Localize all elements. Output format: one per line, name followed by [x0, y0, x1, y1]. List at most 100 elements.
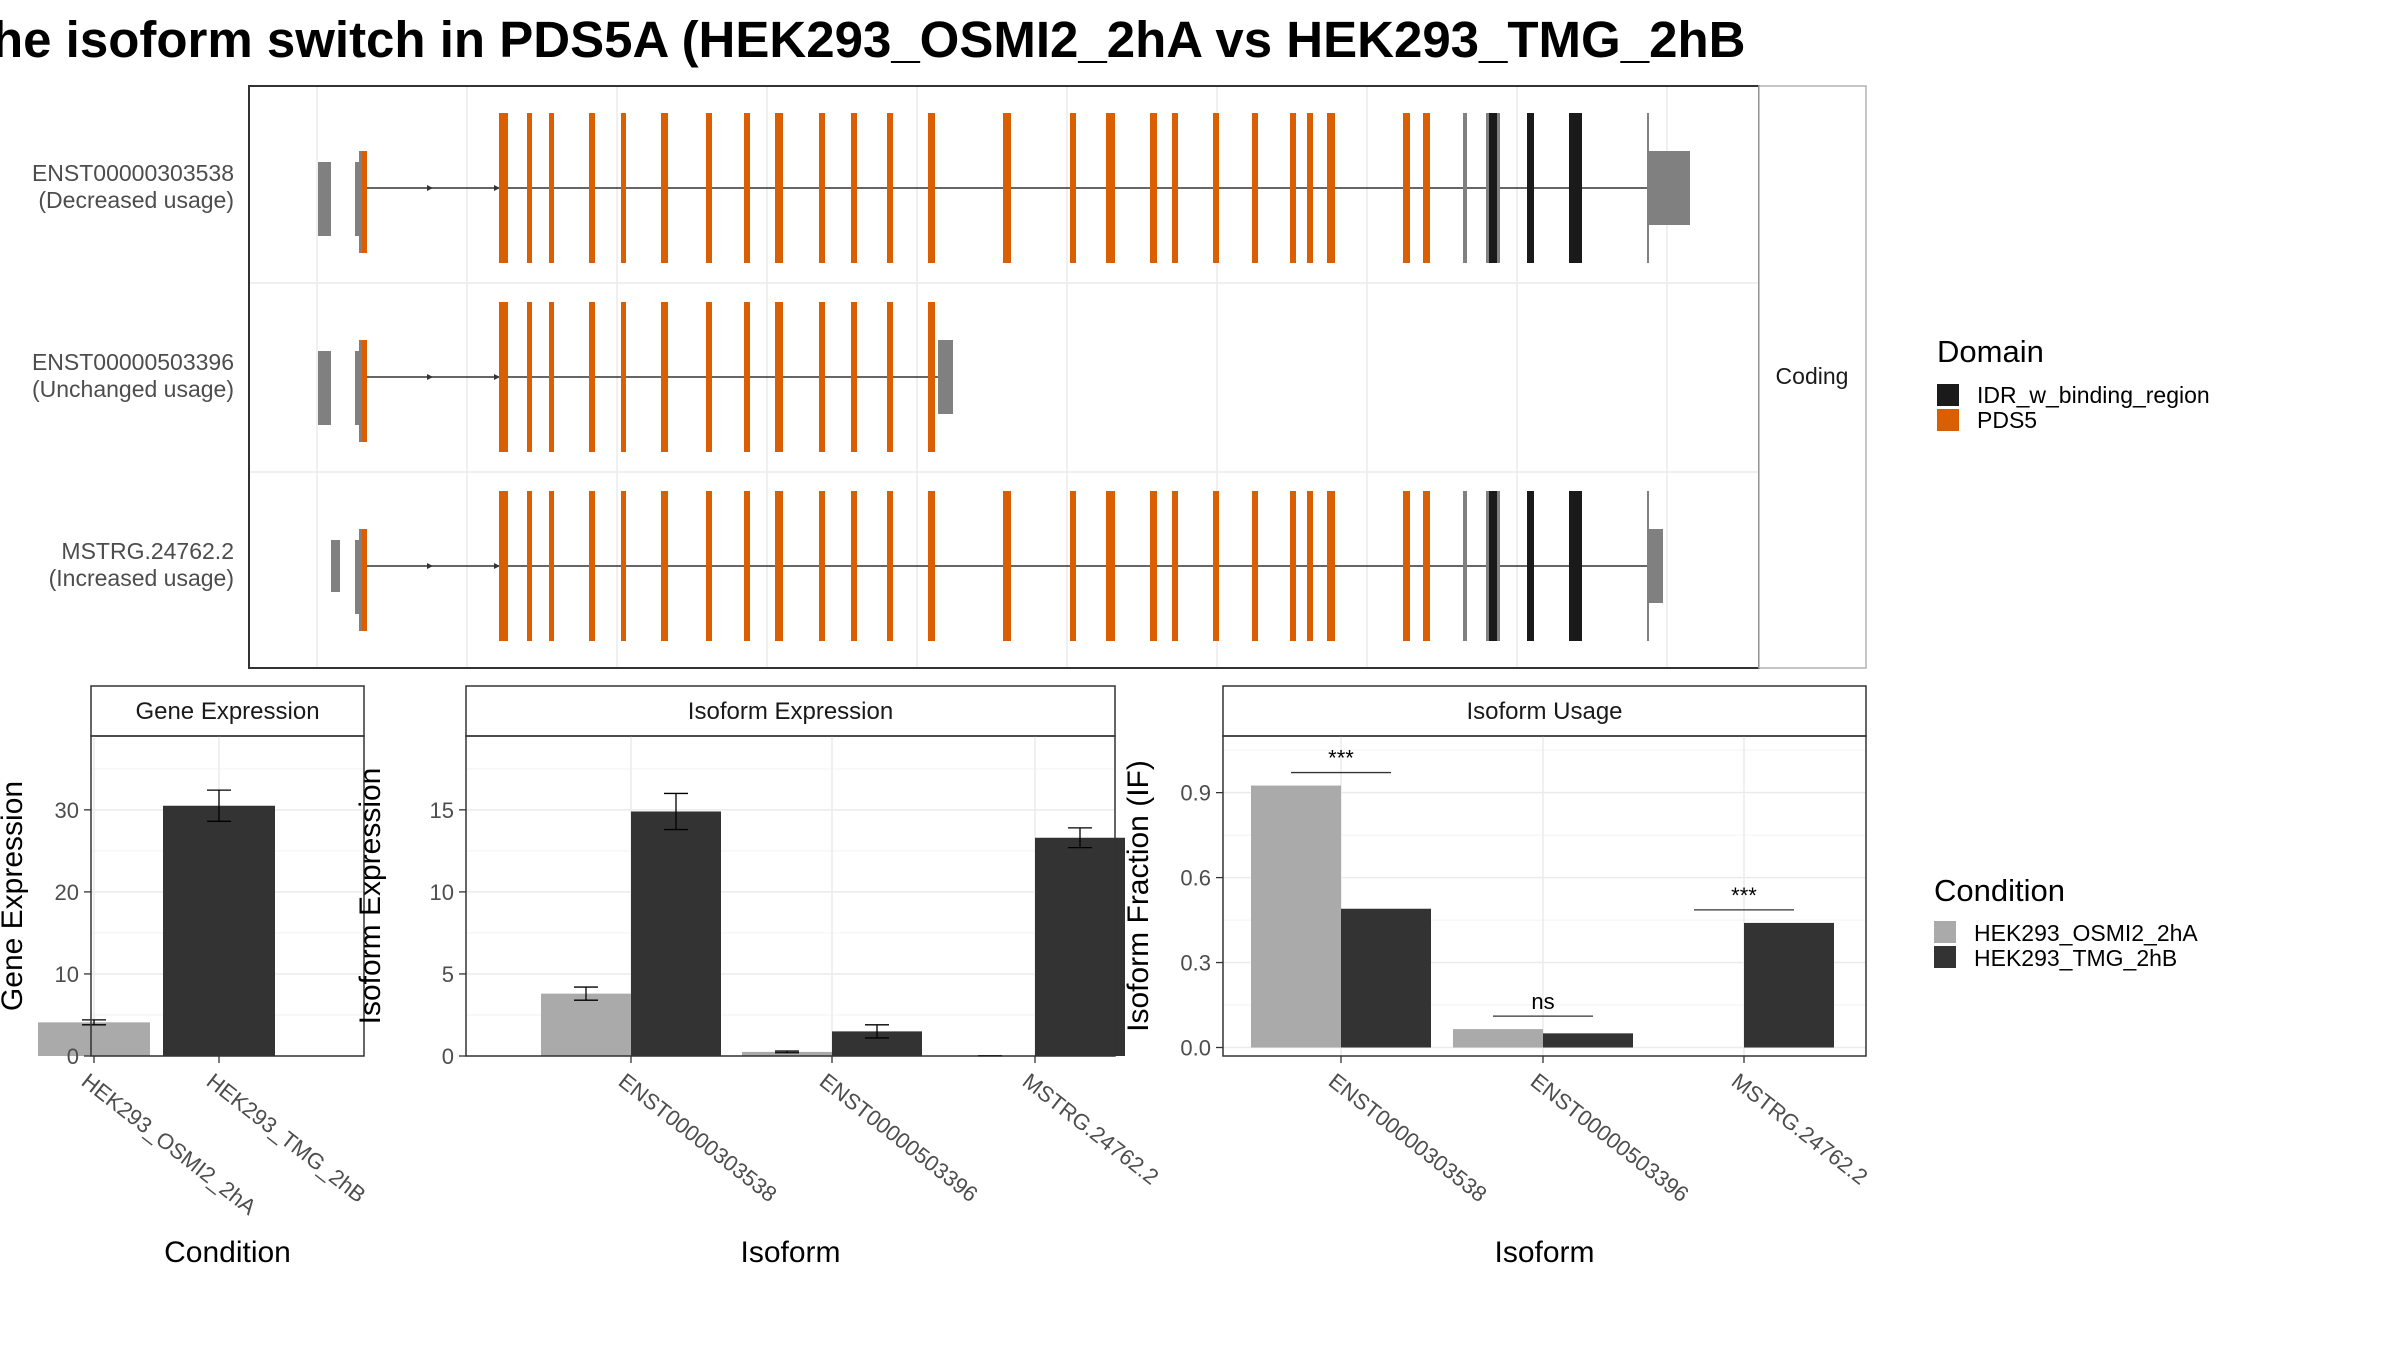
transcript-track — [331, 491, 1663, 641]
pds5-domain-exon — [621, 113, 626, 263]
error-bar — [82, 1019, 106, 1026]
legend-label-osmi: HEK293_OSMI2_2hA — [1974, 920, 2198, 946]
error-bar — [1068, 827, 1092, 849]
x-tick-label: ENST00000303538 — [614, 1068, 782, 1207]
pds5-domain-exon — [1106, 113, 1115, 263]
condition-legend: Condition HEK293_OSMI2_2hA HEK293_TMG_2h… — [1934, 873, 2198, 971]
bar-chart-panel: Isoform Expression 0 5 10 15 ENST00000303538 E… — [354, 685, 1163, 1269]
x-axis-title: Isoform — [1494, 1236, 1594, 1269]
pds5-domain-exon — [928, 491, 935, 641]
pds5-domain-exon — [744, 491, 750, 641]
pds5-domain-exon — [661, 113, 668, 263]
utr-exon — [331, 540, 340, 592]
significance-label: *** — [1328, 746, 1354, 771]
error-bar — [207, 789, 231, 822]
idr-domain-exon — [1569, 491, 1582, 641]
transcript-track — [318, 113, 1690, 263]
pds5-domain-exon — [851, 302, 857, 452]
pds5-domain-exon — [527, 491, 532, 641]
y-tick-label: 0.0 — [1180, 1036, 1211, 1061]
bar — [541, 993, 631, 1056]
exon — [1463, 491, 1467, 641]
utr-exon — [1648, 151, 1690, 225]
pds5-domain-exon — [549, 302, 554, 452]
pds5-domain-exon — [589, 113, 595, 263]
idr-domain-exon — [1527, 491, 1534, 641]
bar — [1453, 1029, 1543, 1048]
panel-strip — [1222, 685, 1867, 737]
pds5-domain-exon — [1150, 113, 1157, 263]
significance-label: ns — [1531, 989, 1554, 1014]
pds5-domain-exon — [775, 113, 783, 263]
pds5-domain-exon — [1252, 113, 1258, 263]
significance-label: *** — [1731, 883, 1757, 908]
transcript-id-label: ENST00000503396 — [32, 349, 234, 375]
pds5-domain-exon — [549, 113, 554, 263]
idr-domain-exon — [1489, 491, 1492, 641]
y-tick-label: 0.3 — [1180, 951, 1211, 976]
bar — [1251, 785, 1341, 1048]
legend-key-pds5 — [1937, 409, 1959, 431]
pds5-domain-exon — [527, 302, 532, 452]
y-tick-label: 10 — [55, 962, 79, 987]
error-bar — [574, 986, 598, 1001]
utr-exon — [355, 162, 360, 236]
pds5-domain-exon — [775, 302, 783, 452]
y-tick-label: 15 — [430, 798, 454, 823]
structure-strip — [1758, 85, 1867, 669]
bar — [1744, 922, 1834, 1048]
error-bar — [664, 792, 688, 831]
pds5-domain-exon — [887, 302, 893, 452]
pds5-domain-exon — [1307, 491, 1313, 641]
pds5-domain-exon — [621, 302, 626, 452]
y-axis-title: Isoform Expression — [354, 768, 387, 1025]
panel-border — [90, 735, 365, 1057]
idr-domain-exon — [1492, 113, 1497, 263]
idr-domain-exon — [1527, 113, 1534, 263]
pds5-domain-exon — [1003, 113, 1011, 263]
bar — [1543, 1033, 1633, 1048]
x-axis-title: Condition — [164, 1236, 291, 1269]
pds5-domain-exon — [499, 113, 508, 263]
x-axis-title: Isoform — [740, 1236, 840, 1269]
pds5-domain-exon — [362, 529, 367, 631]
transcript-id-label: ENST00000303538 — [32, 160, 234, 186]
x-tick-label: MSTRG.24762.2 — [1018, 1068, 1163, 1189]
x-tick-label: ENST00000503396 — [815, 1068, 983, 1207]
pds5-domain-exon — [1150, 491, 1157, 641]
y-tick-label: 0 — [442, 1044, 454, 1069]
x-tick-label: ENST00000503396 — [1526, 1068, 1694, 1207]
pds5-domain-exon — [851, 491, 857, 641]
utr-exon — [355, 540, 360, 614]
bar — [163, 805, 275, 1056]
panel-strip — [90, 685, 365, 737]
pds5-domain-exon — [1423, 491, 1430, 641]
figure-title: he isoform switch in PDS5A (HEK293_OSMI2… — [0, 11, 1745, 68]
pds5-domain-exon — [589, 491, 595, 641]
legend-key-osmi — [1934, 921, 1956, 943]
utr-exon — [318, 351, 331, 425]
y-tick-label: 10 — [430, 880, 454, 905]
pds5-domain-exon — [1423, 113, 1430, 263]
pds5-domain-exon — [887, 491, 893, 641]
pds5-domain-exon — [1172, 491, 1178, 641]
bar — [1341, 908, 1431, 1048]
utr-exon — [1648, 529, 1663, 603]
pds5-domain-exon — [1327, 491, 1335, 641]
strand-arrow — [427, 185, 433, 191]
pds5-domain-exon — [1003, 491, 1011, 641]
idr-domain-exon — [1569, 113, 1582, 263]
pds5-domain-exon — [527, 113, 532, 263]
y-tick-label: 0.6 — [1180, 866, 1211, 891]
x-tick-label: MSTRG.24762.2 — [1727, 1068, 1872, 1189]
pds5-domain-exon — [1070, 491, 1076, 641]
pds5-domain-exon — [1172, 113, 1178, 263]
panel-strip-title: Gene Expression — [135, 698, 319, 725]
legend-label-pds5: PDS5 — [1977, 407, 2037, 433]
legend-key-idr — [1937, 384, 1959, 406]
y-axis-title: Gene Expression — [0, 781, 29, 1011]
pds5-domain-exon — [1070, 113, 1076, 263]
structure-gridlines — [249, 86, 1759, 668]
transcript-tracks — [318, 113, 1690, 641]
